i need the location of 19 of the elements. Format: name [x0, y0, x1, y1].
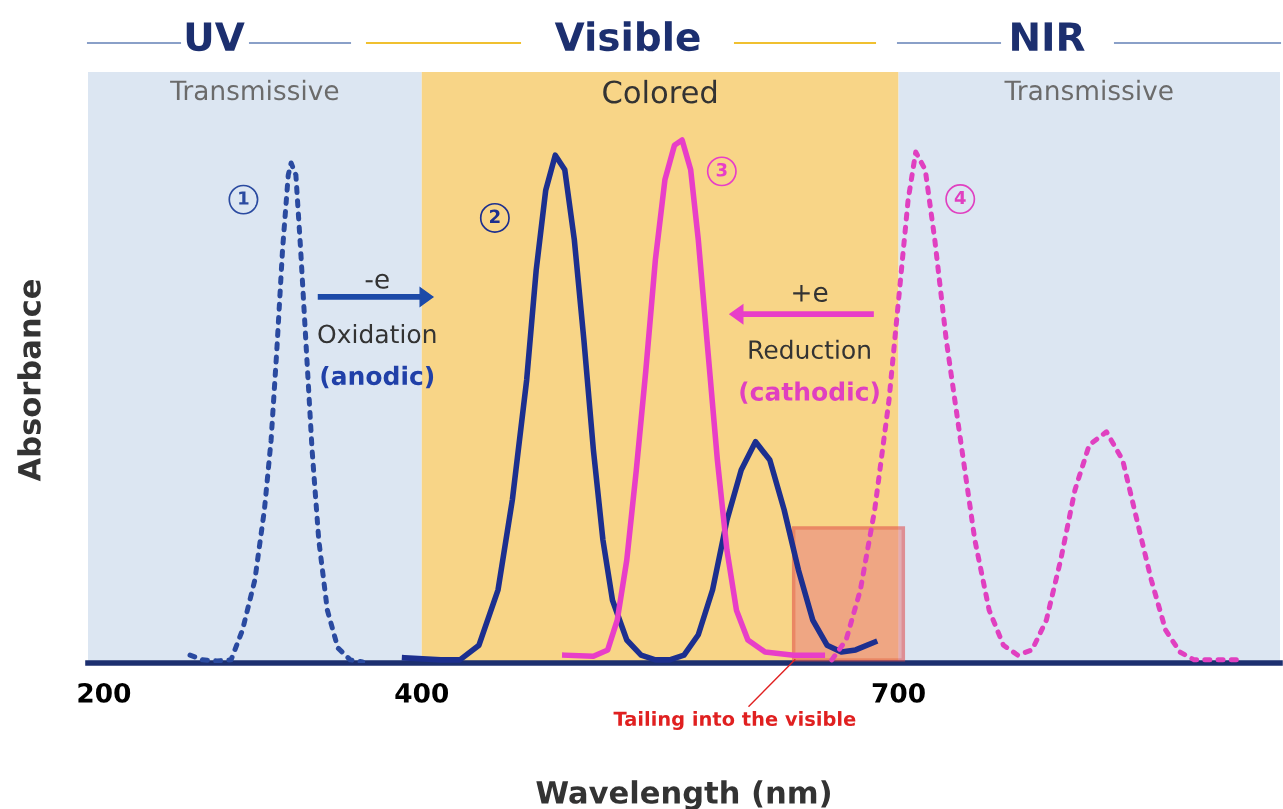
annotation: Reduction: [749, 339, 870, 360]
band-label: Transmissive: [1004, 79, 1173, 101]
text: 2: [490, 209, 500, 223]
band-label: Colored: [603, 79, 717, 104]
y-axis-title: Absorbance: [17, 280, 41, 482]
text: NIR: [1012, 22, 1085, 51]
annotation: (cathodic): [740, 381, 879, 404]
text: Visible: [554, 21, 700, 52]
annotation: -e: [365, 273, 389, 289]
series-label: 4: [954, 190, 966, 205]
text: UV: [186, 22, 245, 52]
x-tick-label: 400: [395, 682, 449, 703]
series-label: 3: [716, 162, 727, 177]
annotation: +e: [793, 285, 828, 302]
annotation: Tailing into the visible: [613, 711, 856, 731]
x-tick-label: 700: [872, 682, 925, 703]
x-tick-label: 200: [78, 682, 131, 703]
band-label: Transmissive: [170, 79, 339, 101]
text: 1: [239, 191, 249, 205]
